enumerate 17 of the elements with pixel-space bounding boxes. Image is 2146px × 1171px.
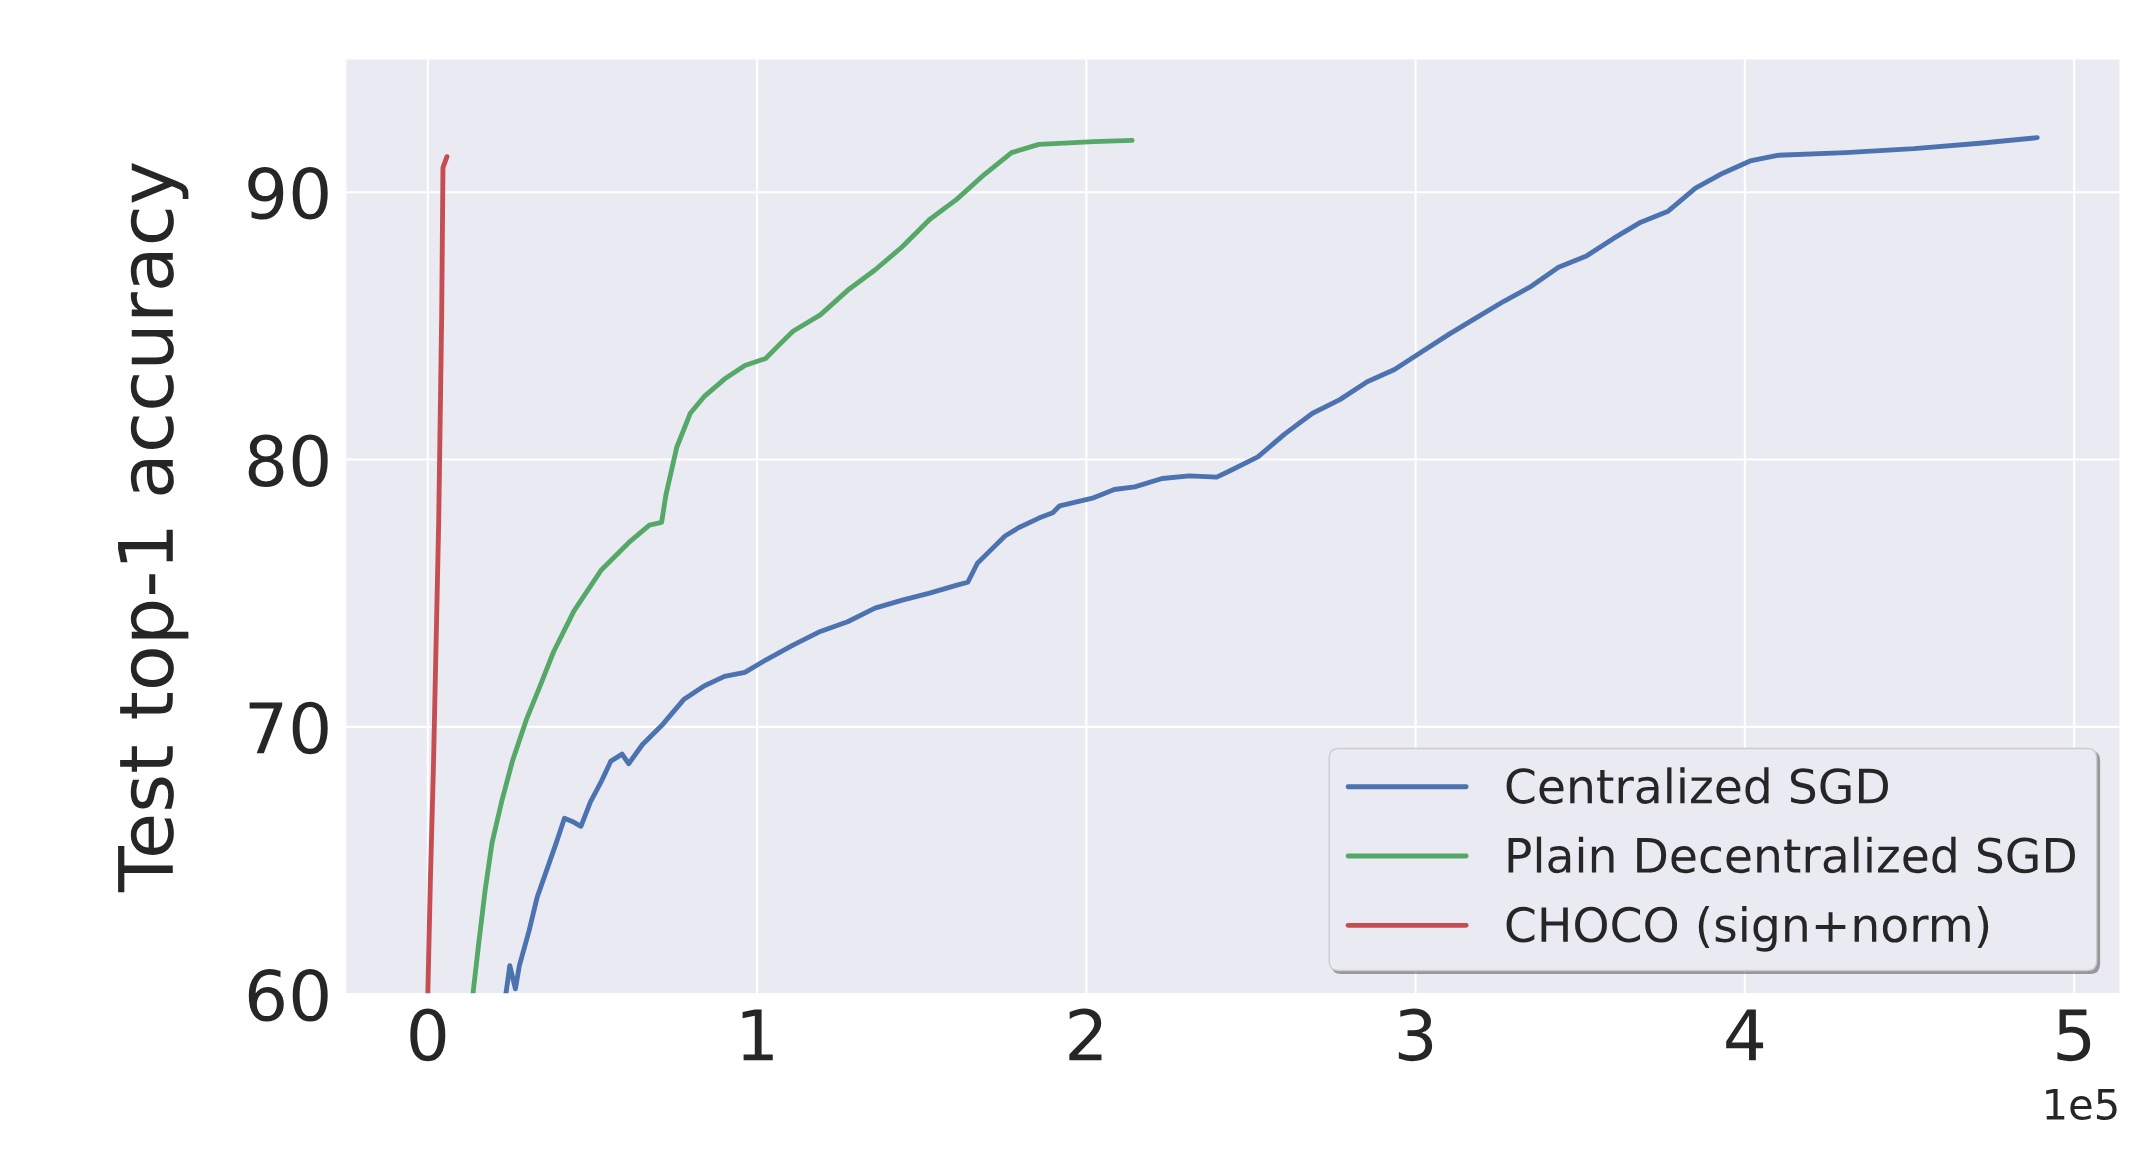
- x-tick-label: 5: [2057, 1009, 2091, 1062]
- text: 1e5: [2046, 1089, 2117, 1120]
- line-series: [470, 137, 1135, 995]
- y-tick-label: 80: [248, 434, 328, 487]
- y-axis-title: Test top-1 accuracy: [118, 162, 189, 893]
- y-tick-label: 70: [249, 701, 328, 755]
- legend-label: Centralized SGD: [1506, 767, 1888, 804]
- x-tick-label: 2: [1069, 1008, 1102, 1061]
- y-tick-label: 60: [248, 969, 328, 1022]
- x-tick-label: 0: [410, 1008, 446, 1062]
- line-series: [425, 154, 450, 995]
- legend-label: CHOCO (sign+norm): [1506, 905, 1989, 952]
- legend-label: Plain Decentralized SGD: [1508, 836, 2075, 874]
- x-tick-label: 4: [1726, 1009, 1764, 1061]
- x-tick-label: 1: [742, 1009, 773, 1061]
- y-tick-label: 90: [248, 167, 328, 220]
- x-tick-label: 3: [1398, 1008, 1433, 1062]
